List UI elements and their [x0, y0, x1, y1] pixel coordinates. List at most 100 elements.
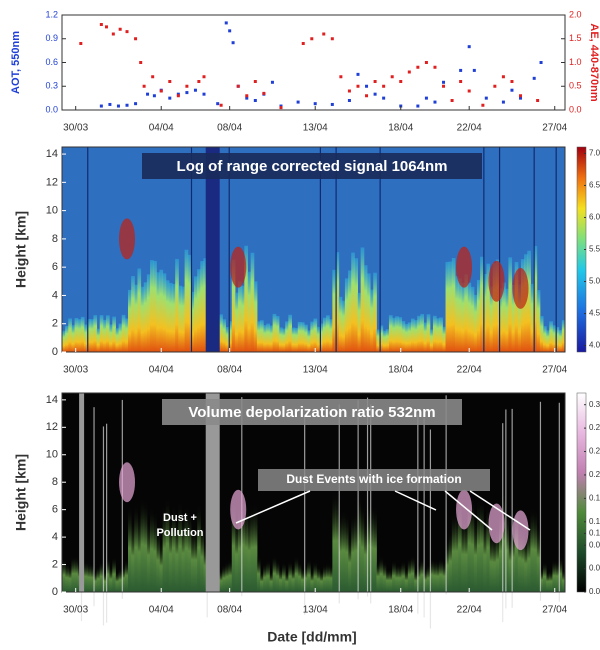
aerosol-layer [190, 527, 195, 592]
point [519, 94, 523, 98]
y-tick-label: 12 [46, 421, 58, 433]
point [202, 92, 206, 96]
noise-line [505, 409, 507, 609]
aerosol-layer [102, 319, 107, 352]
x-tick-label: 13/04 [303, 605, 328, 616]
aerosol-layer [263, 325, 267, 352]
y-tick-label: 10 [46, 449, 58, 461]
aerosol-layer [143, 499, 148, 592]
aerosol-layer [159, 269, 164, 352]
point [424, 61, 428, 64]
aerosol-layer [420, 314, 425, 352]
noise-line [190, 147, 193, 352]
arrow [444, 490, 493, 531]
aerosol-layer [480, 496, 484, 592]
aerosol-layer [338, 296, 343, 352]
point [253, 99, 257, 102]
aerosol-layer [382, 330, 387, 352]
aerosol-layer [326, 563, 330, 592]
aerosol-layer [442, 326, 447, 352]
aerosol-layer [159, 539, 164, 592]
aerosol-layer [115, 571, 120, 592]
aerosol-layer [291, 327, 296, 352]
aerosol-layer [454, 510, 459, 592]
data-gap [205, 393, 220, 592]
y-tick-label: 2 [52, 318, 58, 330]
point [185, 91, 189, 95]
aerosol-layer [439, 557, 443, 592]
aerosol-layer [338, 511, 343, 592]
aerosol-layer [99, 315, 104, 352]
aerosol-layer [445, 538, 450, 592]
aerosol-layer [84, 560, 88, 592]
aerosol-layer [417, 563, 421, 592]
aerosol-layer [250, 252, 255, 352]
annotation-box [258, 469, 490, 491]
aerosol-layer [461, 282, 465, 352]
aerosol-layer [310, 321, 314, 352]
colorbar-label: 0.10 [589, 529, 600, 538]
aerosol-layer [300, 322, 305, 352]
aerosol-layer [326, 315, 330, 352]
aerosol-layer [297, 321, 302, 352]
x-tick-label: 27/04 [542, 365, 567, 376]
aerosol-layer [316, 566, 321, 592]
aerosol-layer [379, 325, 384, 352]
point [407, 70, 411, 74]
point [279, 106, 283, 110]
aerosol-layer [96, 328, 101, 352]
aerosol-layer [527, 250, 531, 352]
y-tick-label: 6 [52, 504, 58, 516]
aerosol-layer [536, 524, 541, 592]
y2-axis-label: AE, 440-870nm [588, 23, 600, 101]
point [339, 75, 343, 79]
aerosol-layer [269, 325, 274, 352]
aerosol-layer [322, 564, 327, 592]
aerosol-layer [93, 570, 98, 592]
aerosol-layer [71, 555, 76, 592]
y-tick-label: 0.6 [45, 57, 58, 67]
aerosol-layer [354, 258, 359, 352]
aerosol-layer [275, 560, 280, 592]
y-tick-label: 10 [46, 205, 58, 217]
data-gap [79, 393, 85, 592]
aerosol-layer [514, 504, 519, 592]
aerosol-layer [498, 510, 503, 592]
aerosol-layer [313, 318, 318, 352]
aerosol-layer [341, 300, 346, 352]
aerosol-layer [128, 504, 132, 592]
y-tick-label: 6 [52, 261, 58, 273]
point [219, 103, 223, 107]
point [139, 61, 143, 64]
aerosol-layer [486, 263, 491, 352]
aerosol-layer [187, 254, 192, 352]
aerosol-layer [175, 517, 179, 592]
aerosol-layer [74, 555, 79, 592]
point [433, 65, 437, 69]
aerosol-layer [228, 558, 233, 592]
x-axis-label: Date [dd/mm] [267, 629, 356, 645]
point [134, 102, 138, 106]
aerosol-layer [505, 288, 509, 352]
aerosol-layer [222, 564, 226, 592]
aerosol-layer [150, 506, 154, 592]
noise-line [429, 429, 432, 629]
aerosol-layer [74, 317, 79, 352]
aerosol-layer [68, 318, 72, 352]
noise-line [417, 414, 419, 614]
aerosol-layer [357, 492, 362, 592]
aerosol-layer [200, 261, 204, 352]
point [142, 84, 146, 88]
feature [512, 510, 529, 551]
y-axis-label: Height [km] [13, 211, 29, 288]
aerosol-layer [172, 283, 176, 352]
aerosol-layer [467, 494, 472, 592]
point [270, 80, 274, 84]
aerosol-layer [505, 509, 509, 592]
point [245, 96, 249, 100]
aerosol-layer [310, 570, 314, 592]
aerosol-layer [256, 321, 261, 352]
aerosol-layer [404, 568, 409, 592]
feature [488, 260, 505, 302]
noise-line [539, 401, 542, 601]
